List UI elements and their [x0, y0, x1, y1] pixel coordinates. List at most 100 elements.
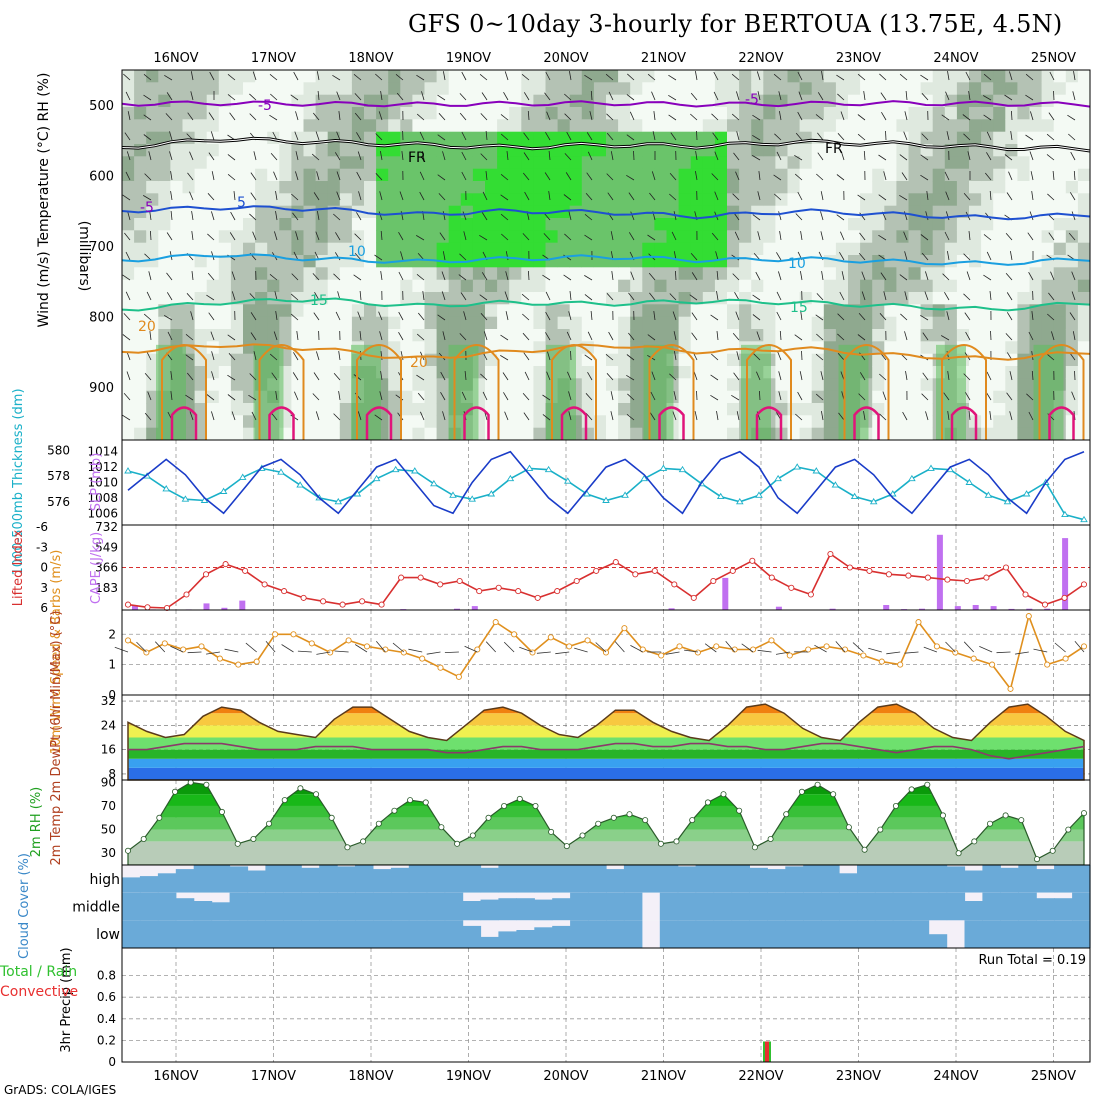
rh-cell: [569, 205, 583, 219]
rh-cell: [472, 304, 486, 318]
rh-cell: [424, 181, 438, 194]
wind-barb: [775, 651, 790, 655]
rh-cell: [315, 403, 329, 416]
rh-cell: [485, 107, 498, 120]
rh-point: [140, 836, 147, 843]
wind-barb: [426, 651, 441, 655]
rh-cell: [593, 156, 607, 170]
rh-cell: [303, 366, 317, 379]
cloud-bar-high: [588, 865, 607, 893]
rh-cell: [618, 205, 631, 219]
rh-cell: [714, 156, 728, 170]
rh-cell: [581, 230, 595, 244]
rh-cell: [170, 304, 183, 318]
cape-bar: [454, 608, 460, 610]
wind-barb: [333, 213, 341, 221]
wind-barb: [900, 313, 908, 321]
wind-tick: 0: [108, 688, 116, 702]
rh-cell: [388, 279, 401, 293]
rh-cell: [714, 70, 728, 83]
rh-cell: [376, 131, 389, 145]
rh-cell: [727, 70, 740, 83]
rh-cell: [255, 230, 268, 244]
wind-barb: [626, 134, 635, 141]
rh-cell: [134, 403, 147, 416]
rh-band: [128, 817, 1084, 830]
rh-cell: [606, 168, 619, 182]
rh-cell: [751, 230, 764, 244]
wind-barb: [963, 133, 971, 141]
cloud-bar-high: [910, 865, 930, 893]
rh-cell: [993, 70, 1006, 83]
cloud-bar-low: [139, 920, 159, 948]
rh-cell: [860, 70, 873, 83]
rh-point: [940, 812, 947, 819]
wind-barb: [124, 132, 131, 141]
isotherm-label: 10: [348, 244, 366, 260]
rh-cell: [521, 403, 534, 416]
wind-barb: [1073, 71, 1076, 81]
wind-barb: [149, 211, 152, 221]
rh-cell: [545, 267, 559, 281]
cloud-bar-low: [355, 920, 374, 948]
rh-cell: [1053, 255, 1067, 268]
rh-cell: [908, 193, 922, 207]
thickness-axis-label: 1000-500mb Thickness (dm): [11, 388, 26, 575]
wind-barb: [142, 195, 152, 201]
rh-cell: [727, 341, 740, 355]
rh-cell: [702, 181, 716, 194]
rh-cell: [593, 329, 607, 342]
rh-cell: [799, 267, 813, 281]
rh-cell: [267, 255, 280, 268]
cloud-bar-middle: [444, 892, 464, 921]
rh-cell: [424, 131, 438, 145]
wind-tick: 2: [108, 627, 116, 641]
rh-cell: [412, 403, 425, 416]
wind-barb: [882, 391, 887, 401]
rh-cell: [303, 403, 317, 416]
wind-barb: [1072, 91, 1076, 101]
rh-cell: [593, 304, 607, 318]
rh-cell: [1065, 353, 1079, 367]
rh-cell: [884, 390, 897, 404]
wind-barb: [630, 645, 643, 653]
rh-cell: [884, 378, 897, 392]
rh-cell: [1053, 119, 1067, 133]
rh-cell: [702, 304, 716, 318]
rh-cell: [146, 119, 159, 133]
rh-cell: [787, 378, 801, 392]
cloud-bar-low: [193, 920, 213, 948]
rh-cell: [134, 292, 147, 305]
wind-barb: [800, 231, 803, 241]
cloud-bar-high: [157, 873, 177, 893]
isotherm-label: 20: [138, 319, 156, 335]
cloud-bar-low: [247, 920, 266, 948]
rh-cell: [182, 107, 196, 120]
wind-barb: [757, 649, 772, 653]
wind-barb: [185, 394, 194, 401]
wind-barb: [652, 131, 656, 141]
wind-barb: [944, 291, 950, 301]
rh-cell: [787, 230, 801, 244]
wind-barb: [170, 171, 173, 181]
rh-cell: [412, 119, 425, 133]
rh-cell: [291, 181, 304, 194]
rh-cell: [364, 230, 377, 244]
rh-cell: [521, 378, 534, 392]
rh-cell: [182, 119, 196, 133]
rh-tick: 50: [101, 823, 116, 837]
rh-cell: [146, 267, 159, 281]
wind-barb: [714, 151, 719, 161]
rh-cell: [618, 181, 631, 194]
rh-cell: [606, 279, 619, 293]
rh-cell: [364, 94, 377, 108]
wind-barb: [904, 331, 908, 341]
cape-bar: [990, 606, 997, 610]
wind-barb: [1067, 114, 1076, 121]
wind-barb: [903, 131, 908, 141]
rh-cell: [848, 156, 861, 170]
rh-cell: [497, 131, 510, 145]
rh-cell: [1077, 131, 1091, 145]
lifted-index-point: [222, 561, 229, 568]
wind-barb: [122, 414, 131, 421]
